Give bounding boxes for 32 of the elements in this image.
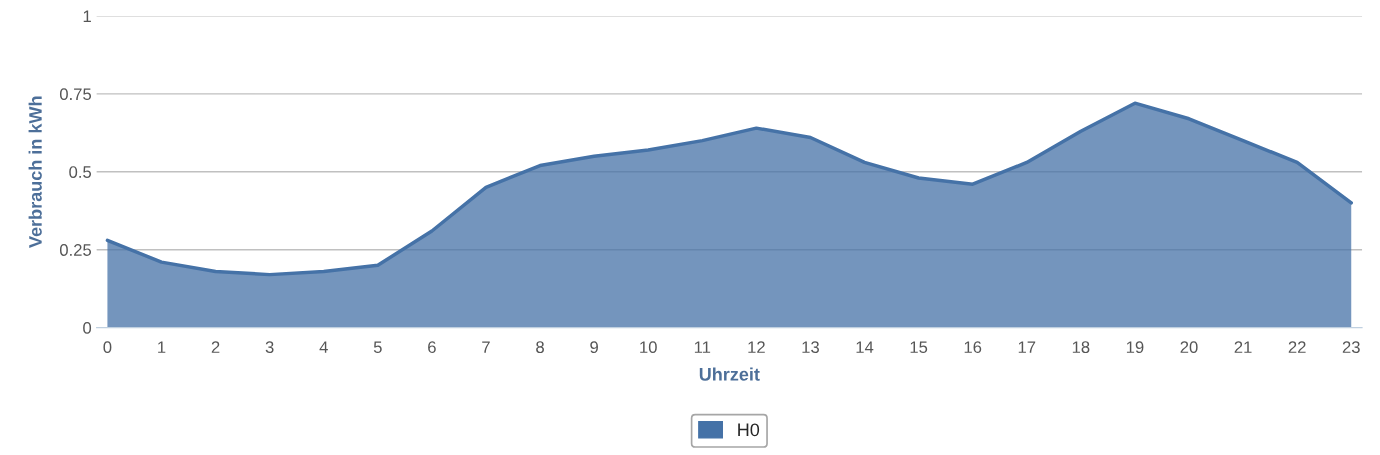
x-tick-label: 13 (802, 341, 819, 354)
x-tick-label: 0 (103, 341, 112, 354)
x-tick-label: 1 (158, 341, 166, 353)
y-tick-label: 0.5 (69, 166, 92, 178)
x-tick-label: 19 (1126, 341, 1144, 354)
x-tick-label: 8 (536, 341, 544, 354)
x-tick-label: 9 (590, 341, 598, 354)
x-tick-label: 10 (640, 341, 657, 354)
x-tick-label: 16 (964, 341, 982, 354)
x-tick-label: 4 (319, 341, 328, 353)
y-tick-label: 0 (83, 322, 92, 334)
x-tick-label: 18 (1072, 341, 1090, 354)
x-tick-label: 7 (482, 341, 490, 353)
legend-label: H0 (738, 423, 760, 437)
x-tick-label: 12 (748, 341, 765, 353)
x-tick-label: 5 (373, 341, 382, 354)
x-tick-label: 3 (265, 341, 274, 354)
x-tick-label: 14 (856, 341, 874, 353)
x-tick-label: 20 (1180, 341, 1198, 354)
y-axis-title: Verbrauch in kWh (28, 96, 42, 248)
x-tick-label: 22 (1288, 341, 1306, 353)
x-tick-label: 17 (1018, 341, 1036, 353)
y-tick-label: 0.25 (59, 244, 92, 256)
y-tick-label: 0.75 (59, 88, 92, 101)
x-tick-label: 23 (1342, 341, 1360, 354)
x-tick-label: 11 (694, 341, 711, 353)
y-tick-label: 1 (83, 10, 91, 22)
x-tick-label: 21 (1234, 341, 1252, 353)
x-tick-label: 6 (428, 341, 436, 354)
x-tick-label: 15 (910, 341, 928, 354)
x-tick-label: 2 (211, 341, 220, 353)
x-axis-title: Uhrzeit (699, 367, 760, 381)
